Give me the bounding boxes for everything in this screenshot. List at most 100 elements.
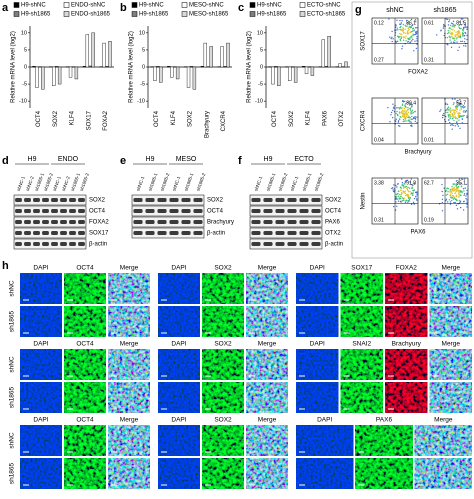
flow-dot <box>455 117 456 118</box>
flow-dot <box>403 115 404 116</box>
flow-dot <box>392 38 393 39</box>
band <box>157 209 166 213</box>
flow-dot <box>465 195 466 196</box>
blot-strip <box>132 217 204 227</box>
y-tick-label: 0 <box>260 64 263 70</box>
bar <box>156 66 159 67</box>
flow-dot <box>408 191 409 192</box>
row-label: OCT4 <box>325 209 342 215</box>
flow-dot <box>453 102 454 103</box>
lane-label: sh1865-1 <box>265 172 276 192</box>
channel-label: DAPI <box>317 417 332 424</box>
flow-dot <box>459 34 460 35</box>
band <box>42 198 49 202</box>
flow-dot <box>463 201 464 202</box>
flow-dot <box>456 205 457 206</box>
flow-dot <box>391 112 392 113</box>
flow-dot <box>456 37 457 38</box>
y-tick-label: 0 <box>142 64 145 70</box>
flow-dot <box>411 119 412 120</box>
flow-dot <box>405 36 406 37</box>
band <box>15 220 22 224</box>
band <box>133 198 142 202</box>
panel-letter: e <box>120 155 126 167</box>
band <box>311 242 320 246</box>
channel-label: OCT4 <box>76 265 94 272</box>
group-label: H9 <box>146 156 155 163</box>
flow-dot <box>448 115 449 116</box>
flow-dot <box>398 201 399 202</box>
flow-dot <box>399 194 400 195</box>
flow-dot <box>447 104 448 105</box>
quadrant-percent: 0.31 <box>374 217 384 223</box>
flow-dot <box>398 107 399 108</box>
legend-label: MESO-shNC <box>189 3 224 9</box>
flow-dot <box>447 194 448 195</box>
flow-dot <box>459 128 460 129</box>
flow-dot <box>459 30 460 31</box>
flow-dot <box>450 197 451 198</box>
micrograph <box>20 273 62 304</box>
flow-dot <box>401 178 402 179</box>
flow-dot <box>448 21 449 22</box>
flow-dot <box>466 29 467 30</box>
flow-dot <box>448 119 449 120</box>
flow-dot <box>452 23 453 24</box>
flow-dot <box>448 30 449 31</box>
flow-dot <box>451 186 452 187</box>
flow-dot <box>453 111 454 112</box>
band <box>24 242 31 246</box>
flow-dot <box>465 187 466 188</box>
panel-letter: b <box>120 2 127 14</box>
row-label: Brachyury <box>207 220 234 226</box>
flow-dot <box>458 114 459 115</box>
flow-dot <box>396 111 397 112</box>
flow-dot <box>443 27 444 28</box>
flow-dot <box>451 110 452 111</box>
flow-dot <box>449 195 450 196</box>
flow-dot <box>442 195 443 196</box>
flow-dot <box>392 117 393 118</box>
bar <box>190 66 193 67</box>
flow-dot <box>450 116 451 117</box>
band <box>133 220 142 224</box>
micrograph <box>430 349 473 380</box>
flow-dot <box>450 192 451 193</box>
flow-dot <box>399 27 400 28</box>
flow-dot <box>447 19 448 20</box>
band <box>251 242 260 246</box>
legend-label: ENDO-shNC <box>71 3 106 9</box>
lane-label: sh1865-2 <box>313 172 324 192</box>
flow-dot <box>399 112 400 113</box>
flow-dot <box>411 31 412 32</box>
band <box>311 231 320 235</box>
flow-dot <box>457 50 458 51</box>
flow-dot <box>398 121 399 122</box>
row-label: β-actin <box>207 231 225 237</box>
micrograph <box>355 458 412 489</box>
panel-letter: d <box>2 155 9 167</box>
band <box>275 198 284 202</box>
bar <box>311 67 314 76</box>
bar <box>176 67 179 79</box>
flow-dot <box>450 114 451 115</box>
flow-dot <box>397 41 398 42</box>
lane-label: shNC-1 <box>289 175 299 192</box>
band <box>299 209 308 213</box>
flow-dot <box>450 118 451 119</box>
flow-dot <box>456 109 457 110</box>
bar <box>339 64 342 67</box>
bar <box>55 66 58 67</box>
band <box>275 220 284 224</box>
band <box>42 209 49 213</box>
flow-dot <box>399 108 400 109</box>
flow-dot <box>412 110 413 111</box>
flow-dot <box>466 35 467 36</box>
flow-dot <box>462 32 463 33</box>
flow-dot <box>452 195 453 196</box>
band <box>275 231 284 235</box>
flow-dot <box>462 119 463 120</box>
legend-label: MESO-sh1865 <box>189 12 229 18</box>
band <box>51 220 58 224</box>
